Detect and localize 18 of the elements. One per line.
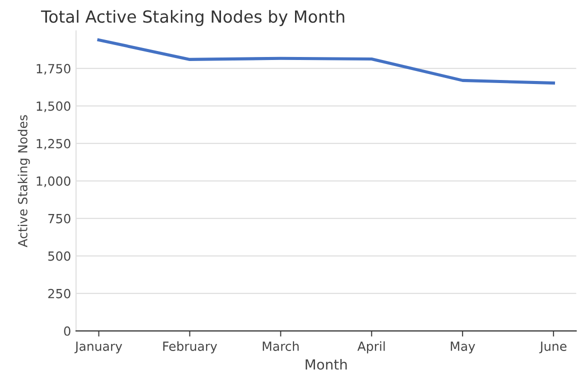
y-tick-label: 1,250: [36, 138, 70, 150]
x-tick-label: June: [539, 342, 566, 354]
y-tick-label: 1,750: [36, 64, 70, 75]
x-tick-label: May: [450, 342, 476, 354]
x-tick-label: March: [262, 341, 299, 351]
y-tick-label: 1,000: [36, 176, 70, 188]
x-tick-label: February: [163, 341, 218, 354]
line-series: [97, 38, 556, 85]
y-tick-label: 500: [48, 251, 70, 261]
y-tick-label: 1,500: [36, 101, 70, 112]
y-tick-label: 0: [64, 326, 70, 336]
chart-title: Total Active Staking Nodes by Month: [40, 10, 344, 26]
x-axis-title: Month: [306, 358, 347, 370]
x-tick-label: April: [357, 341, 385, 354]
x-tick-label: January: [74, 342, 122, 354]
y-tick-label: 250: [48, 288, 70, 298]
y-tick-label: 750: [48, 214, 70, 224]
y-axis-title: Active Staking Nodes: [18, 115, 30, 248]
